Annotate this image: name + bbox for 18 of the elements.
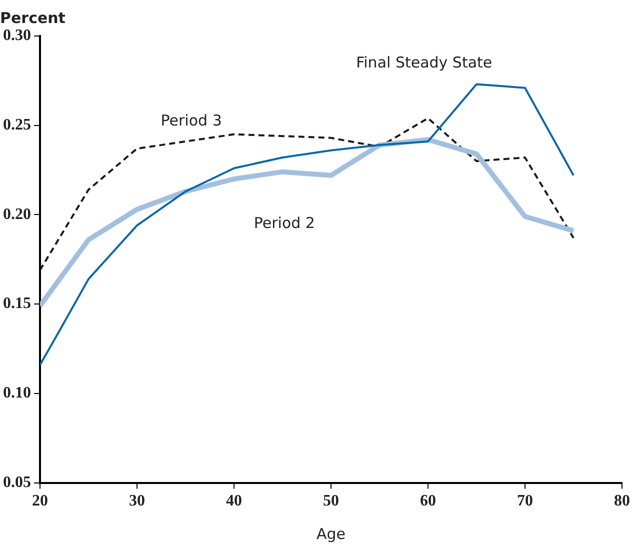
y-tick-label: 0.15 xyxy=(3,295,31,312)
x-tick-label: 50 xyxy=(323,492,339,510)
y-tick-label: 0.30 xyxy=(3,27,31,44)
x-tick-label: 30 xyxy=(129,492,145,510)
x-tick-label: 40 xyxy=(226,492,242,510)
x-axis-title: Age xyxy=(316,524,346,543)
x-tick-label: 80 xyxy=(614,492,630,510)
y-tick-label: 0.25 xyxy=(3,116,31,134)
x-tick-label: 60 xyxy=(420,492,436,510)
x-tick-label: 70 xyxy=(517,492,533,510)
series-label: Period 3 xyxy=(160,111,222,130)
y-tick-label: 0.20 xyxy=(3,206,31,223)
series-label: Final Steady State xyxy=(356,53,492,72)
y-tick-label: 0.05 xyxy=(3,474,31,491)
text: Period 2 xyxy=(254,214,315,232)
x-tick-label: 20 xyxy=(32,492,48,510)
y-tick-label: 0.10 xyxy=(3,384,31,402)
y-axis-title: Percent xyxy=(0,8,66,27)
